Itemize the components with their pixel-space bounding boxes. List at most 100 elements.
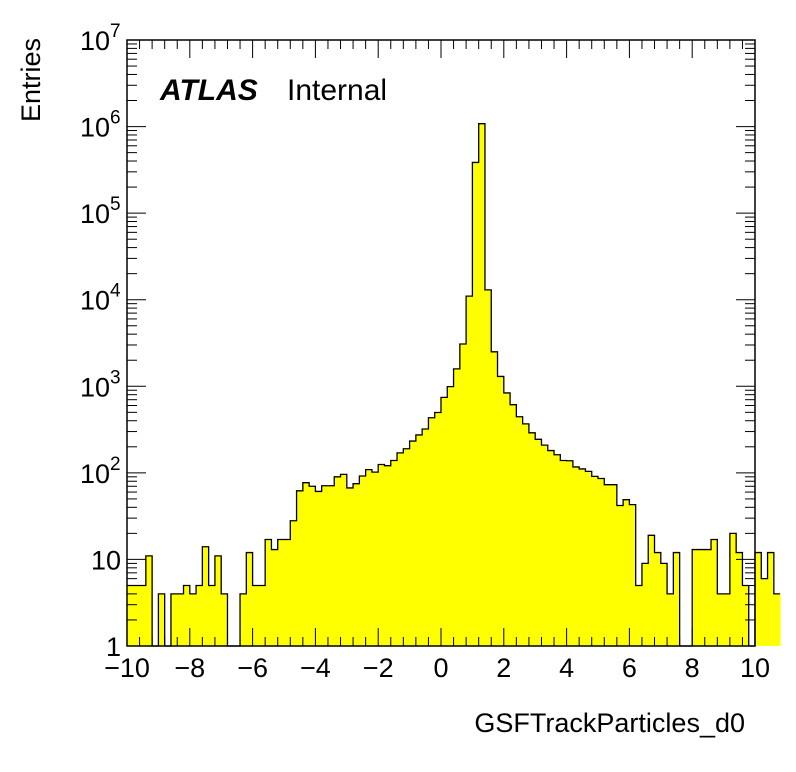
- histogram-bar: [390, 460, 398, 646]
- histogram-bar: [648, 535, 655, 646]
- histogram-bar: [145, 555, 153, 646]
- axis-ticks: [126, 39, 756, 647]
- histogram-bar: [327, 485, 335, 646]
- histogram-bar: [598, 478, 605, 646]
- histogram-bar: [447, 386, 454, 646]
- atlas-label: ATLAS: [159, 74, 258, 107]
- histogram-bar: [453, 368, 461, 646]
- histogram-bar: [246, 552, 253, 646]
- histogram-bar: [704, 549, 712, 646]
- histogram-bar: [365, 469, 373, 646]
- histogram-bar: [528, 432, 536, 646]
- histogram-bar: [422, 429, 429, 646]
- histogram-bar: [491, 351, 498, 646]
- histogram-bar: [641, 563, 649, 646]
- y-tick-label: 1: [106, 632, 121, 662]
- x-tick-label: −8: [174, 653, 205, 683]
- histogram-bar: [761, 578, 768, 646]
- histogram-bar: [635, 585, 643, 646]
- histogram-bar: [572, 466, 580, 646]
- histogram-bar: [221, 593, 228, 646]
- histogram-bar: [623, 499, 630, 646]
- histogram-bar: [309, 486, 316, 646]
- histogram-bar: [208, 585, 216, 646]
- histogram-bar: [158, 593, 166, 646]
- histogram-bar: [541, 445, 549, 646]
- histogram-outline: [127, 123, 781, 647]
- histogram-bar: [277, 539, 285, 646]
- histogram-bar: [202, 546, 210, 646]
- histogram-bar: [189, 593, 197, 646]
- y-tick-label: 104: [80, 281, 121, 316]
- histogram-bar: [472, 162, 480, 646]
- histogram-bar: [403, 448, 410, 646]
- histogram-bar: [315, 491, 323, 646]
- histogram-bar: [290, 520, 297, 646]
- histogram-bar: [252, 585, 260, 646]
- histogram-bar: [742, 585, 750, 646]
- histogram-bar: [522, 423, 530, 646]
- y-tick-label: 107: [80, 21, 121, 56]
- histogram-bar: [497, 376, 505, 646]
- y-tick-labels: 1 10 102 103 104 105 106 107: [80, 21, 121, 662]
- histogram-bar: [654, 552, 662, 646]
- x-tick-labels: −10 −8 −6 −4 −2 0 2 4 6 8 10: [104, 653, 770, 683]
- x-tick-label: 4: [559, 653, 574, 683]
- x-tick-label: 10: [740, 653, 770, 683]
- histogram-bar: [560, 460, 567, 646]
- histogram-bar: [610, 484, 618, 646]
- histogram-bar: [271, 549, 279, 646]
- histogram-bar: [510, 404, 517, 646]
- histogram-bar: [441, 397, 448, 646]
- histogram-bar: [346, 487, 354, 646]
- histogram-bar: [579, 468, 586, 646]
- histogram-bar: [284, 539, 291, 646]
- histogram-bar: [265, 539, 272, 646]
- histogram-bar: [503, 392, 511, 646]
- histogram-bar: [717, 593, 724, 646]
- histogram-bar: [484, 289, 492, 646]
- histogram-bar: [321, 485, 329, 646]
- histogram-bar: [127, 585, 134, 646]
- x-tick-label: −10: [104, 653, 150, 683]
- y-tick-label: 105: [80, 194, 121, 229]
- y-tick-label: 106: [80, 108, 121, 143]
- histogram-bar: [773, 593, 781, 646]
- y-axis-title: Entries: [16, 38, 46, 122]
- internal-label: Internal: [287, 74, 387, 107]
- histogram-bar: [371, 472, 379, 646]
- histogram-bar: [409, 441, 417, 646]
- histogram-bar: [547, 450, 555, 646]
- histogram-bar: [415, 434, 423, 646]
- x-tick-label: −2: [363, 653, 394, 683]
- x-tick-label: 2: [496, 653, 511, 683]
- histogram-bar: [629, 504, 637, 646]
- histogram-bar: [397, 452, 404, 646]
- x-axis-title: GSFTrackParticles_d0: [474, 708, 745, 738]
- x-tick-label: −6: [237, 653, 268, 683]
- histogram-bar: [767, 552, 775, 646]
- histogram-bar: [170, 593, 178, 646]
- histogram-bar: [478, 123, 486, 647]
- histogram-bar: [214, 555, 222, 646]
- histogram-bar: [133, 585, 140, 646]
- y-tick-label: 103: [80, 367, 121, 402]
- histogram-bar: [384, 465, 392, 646]
- histogram-bar: [755, 552, 762, 646]
- histogram-bar: [516, 416, 524, 646]
- histogram-bars: [127, 123, 781, 647]
- histogram-bar: [240, 593, 247, 646]
- histogram-bar: [698, 549, 706, 646]
- histogram-bar: [736, 552, 743, 646]
- histogram-bar: [604, 484, 611, 646]
- histogram-bar: [585, 471, 593, 646]
- histogram-bar: [692, 549, 699, 646]
- histogram-bar: [729, 533, 737, 646]
- histogram-bar: [334, 476, 341, 646]
- histogram-bar: [378, 464, 385, 646]
- histogram-bar: [296, 490, 304, 646]
- histogram-bar: [616, 505, 624, 646]
- histogram-bar: [183, 585, 191, 646]
- x-tick-label: 8: [685, 653, 700, 683]
